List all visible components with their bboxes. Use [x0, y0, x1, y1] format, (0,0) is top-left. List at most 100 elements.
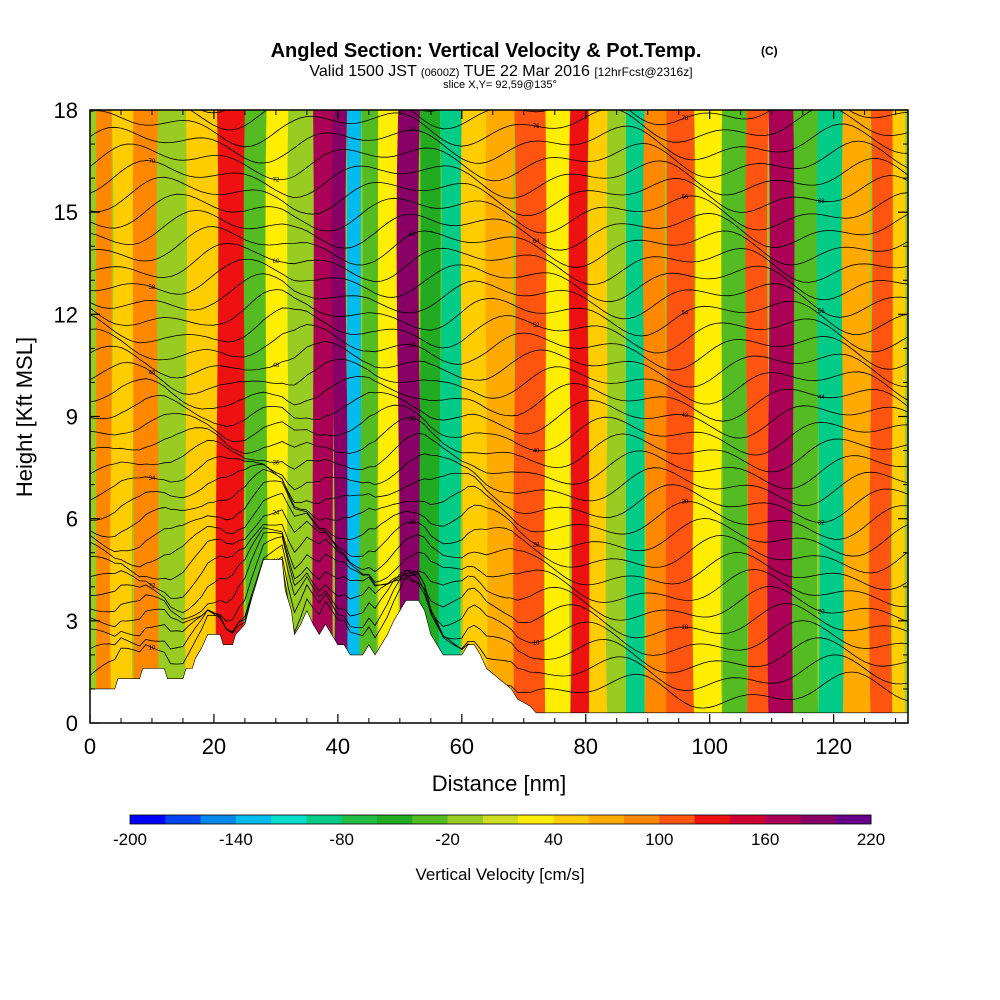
isentrope-label: 72 — [273, 178, 280, 184]
colorbar-label: Vertical Velocity [cm/s] — [415, 865, 584, 884]
isentrope-label: 20 — [818, 609, 825, 615]
isentrope-line — [90, 404, 908, 456]
isentrope-label: 48 — [273, 363, 280, 369]
velocity-band — [438, 110, 464, 723]
velocity-band — [485, 110, 516, 723]
colorbar-tick-label: 100 — [645, 830, 673, 849]
velocity-band — [605, 110, 628, 723]
colorbar-tick-label: 40 — [544, 830, 563, 849]
isentrope-label: 10 — [149, 646, 156, 652]
y-tick-label: 12 — [54, 302, 78, 327]
colorbar-ticks: -200 -140 -80 -20 40 100 160 220 — [113, 830, 885, 849]
velocity-band — [396, 110, 422, 723]
velocity-band — [96, 110, 112, 723]
velocity-band — [665, 110, 695, 723]
isentrope-line — [90, 463, 908, 524]
colorbar-swatch — [306, 815, 343, 824]
colorbar-swatch — [624, 815, 660, 824]
isentrope-line — [90, 509, 908, 591]
velocity-band — [642, 110, 669, 723]
subtitle-utc-time: (0600Z) — [421, 67, 460, 79]
colorbar-swatch — [800, 815, 837, 824]
velocity-band — [312, 110, 334, 723]
isentrope-line — [90, 453, 908, 507]
y-tick-label: 0 — [66, 711, 78, 736]
isentrope-line — [90, 417, 908, 473]
isentrope-label: 32 — [818, 521, 825, 527]
colorbar-tick-label: -140 — [219, 830, 253, 849]
colorbar-tick-label: -20 — [435, 830, 460, 849]
velocity-bands — [96, 110, 906, 723]
x-tick-label: 120 — [815, 734, 852, 759]
velocity-band — [215, 110, 247, 723]
velocity-band — [767, 110, 795, 723]
colorbar-swatch — [835, 815, 872, 824]
isentrope-line — [90, 480, 908, 557]
velocity-band — [625, 110, 645, 723]
isentrope-label: 80 — [818, 83, 825, 89]
x-tick-label: 100 — [691, 734, 728, 759]
chart-title-mark: (C) — [761, 44, 778, 58]
colorbar-frame — [129, 814, 872, 825]
isentrope-label: 26 — [409, 520, 416, 526]
isentrope-label: 18 — [682, 625, 689, 631]
isentrope-label: 68 — [818, 199, 825, 205]
isentrope-label: 78 — [682, 116, 689, 122]
colorbar-swatch — [200, 815, 237, 824]
isentrope-line — [90, 243, 908, 286]
isentrope-label: 22 — [149, 584, 156, 590]
isentrope-label: 14 — [409, 572, 416, 578]
chart-subtitle: Valid 1500 JST (0600Z) TUE 22 Mar 2016 [… — [309, 63, 692, 80]
colorbar-swatch — [765, 815, 801, 824]
isentrope-line — [90, 531, 908, 639]
isentrope-line — [90, 307, 908, 354]
isentrope-label: 36 — [273, 460, 280, 466]
isentrope-line — [90, 110, 908, 148]
isentrope-label: 40 — [533, 449, 540, 455]
y-tick-label: 9 — [66, 405, 78, 430]
velocity-band — [132, 110, 159, 723]
isentrope-label: 70 — [149, 159, 156, 165]
colorbar-swatch — [447, 815, 484, 824]
isentrope-line — [189, 110, 908, 131]
isentrope-line — [90, 175, 908, 216]
isentrope-label: 52 — [533, 323, 540, 329]
isentrope-line — [90, 358, 908, 405]
isentrope-line — [90, 376, 908, 422]
isentrope-label: 44 — [818, 395, 825, 401]
isentrope-contours: 1012141618202224262830323436384042444648… — [90, 83, 908, 709]
slice-label: slice X,Y= 92,59@135° — [443, 79, 557, 91]
isentrope-label: 64 — [533, 239, 540, 245]
isentrope-line — [90, 391, 908, 439]
y-tick-label: 3 — [66, 609, 78, 634]
velocity-band — [419, 110, 441, 723]
colorbar-tick-label: 160 — [751, 830, 779, 849]
isentrope-label: 66 — [682, 195, 689, 201]
velocity-band — [286, 110, 315, 723]
subtitle-valid-time: Valid 1500 JST — [309, 63, 417, 80]
isentrope-line — [90, 226, 908, 268]
colorbar-swatch — [553, 815, 590, 824]
isentrope-label: 28 — [533, 543, 540, 549]
y-tick-label: 6 — [66, 507, 78, 532]
velocity-band — [185, 110, 218, 723]
colorbar-tick-label: -200 — [113, 830, 147, 849]
colorbar-swatch — [165, 815, 202, 824]
isentrope-label: 56 — [818, 309, 825, 315]
isentrope-line — [90, 123, 908, 164]
velocity-band — [745, 110, 770, 723]
isentrope-label: 24 — [273, 510, 280, 516]
y-tick-label: 18 — [54, 98, 78, 123]
colorbar-swatch — [377, 815, 413, 824]
velocity-band — [816, 110, 845, 723]
plot-area: 1012141618202224262830323436384042444648… — [90, 83, 908, 723]
colorbar-swatch — [659, 815, 696, 824]
isentrope-line — [90, 192, 908, 234]
velocity-band — [842, 110, 872, 723]
isentrope-label: 34 — [149, 476, 156, 482]
isentrope-line — [90, 259, 908, 303]
velocity-band — [692, 110, 724, 723]
colorbar-swatch — [341, 815, 378, 824]
